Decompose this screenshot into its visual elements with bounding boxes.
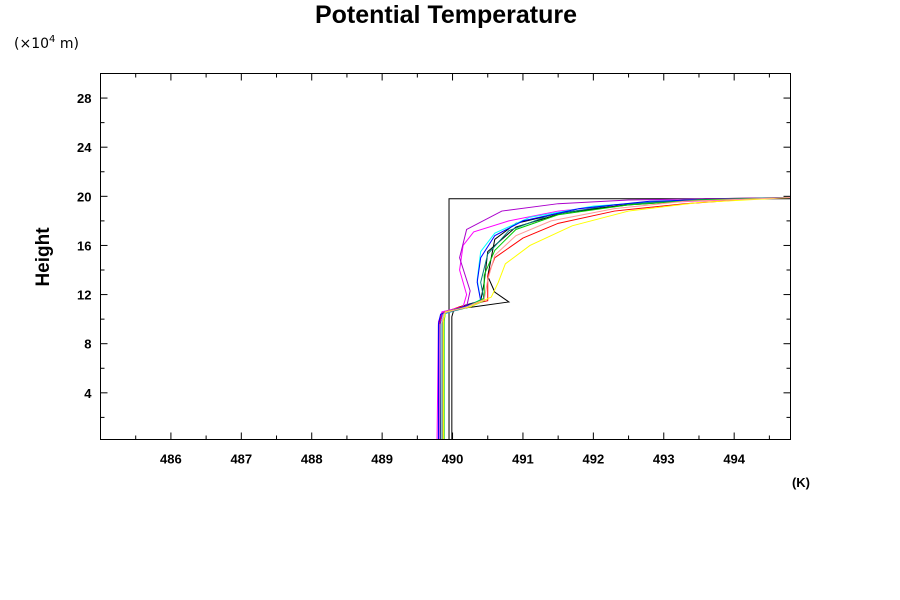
series-line-10	[443, 197, 791, 440]
x-tick-label: 488	[301, 452, 323, 467]
y-axis-label: Height	[33, 227, 54, 287]
x-tick-label: 491	[512, 452, 534, 467]
y-tick-label: 12	[77, 288, 91, 303]
y-tick-label: 8	[84, 337, 91, 352]
y-tick-label: 28	[77, 91, 91, 106]
x-tick-labels: 486 487 488 489 490 491 492 493 494	[160, 452, 746, 467]
y-tick-label: 4	[84, 386, 92, 401]
y-unit-exponent: 4	[49, 34, 55, 45]
y-tick-label: 20	[77, 189, 91, 204]
x-tick-label: 492	[583, 452, 605, 467]
series-line-7	[440, 197, 791, 440]
series-line-9	[437, 197, 791, 440]
x-tick-label: 490	[442, 452, 464, 467]
x-tick-label: 489	[371, 452, 393, 467]
series-line-12	[441, 197, 791, 440]
y-unit-prefix: (×10	[14, 36, 49, 52]
x-tick-label: 487	[230, 452, 252, 467]
series-line-3	[439, 197, 791, 440]
series-line-2	[451, 197, 791, 440]
series-line-11	[442, 197, 791, 440]
x-tick-label: 494	[723, 452, 745, 467]
x-unit-label: (K)	[792, 475, 810, 490]
plot-data	[436, 197, 791, 440]
series-line-5	[436, 197, 791, 440]
y-unit-suffix: m)	[55, 36, 79, 52]
y-tick-label: 24	[77, 140, 92, 155]
x-tick-label: 486	[160, 452, 182, 467]
axis-ticks	[100, 73, 791, 440]
chart-title: Potential Temperature	[315, 1, 577, 29]
y-tick-label: 16	[77, 238, 91, 253]
y-unit-label: (×104 m)	[14, 34, 79, 52]
x-tick-label: 493	[653, 452, 675, 467]
series-line-6	[439, 197, 791, 440]
series-line-1	[448, 198, 791, 440]
series-line-4	[437, 197, 791, 440]
plot-frame	[100, 73, 791, 440]
y-tick-labels: 4 8 12 16 20 24 28	[77, 91, 92, 401]
